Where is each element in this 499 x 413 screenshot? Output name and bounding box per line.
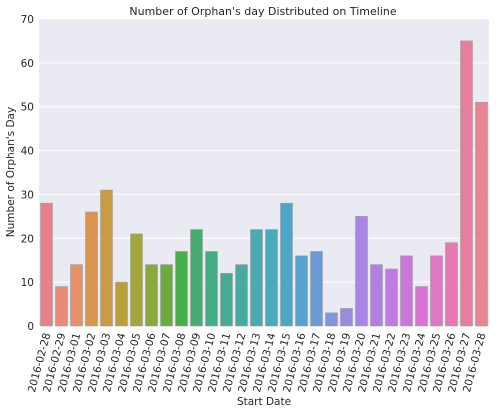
bar-2016-03-27 <box>460 40 473 327</box>
bar-2016-02-29 <box>55 286 68 327</box>
bar-2016-03-04 <box>115 281 128 327</box>
bar-2016-03-28 <box>475 102 488 327</box>
y-tick-label: 10 <box>21 277 34 289</box>
bar-2016-03-12 <box>235 264 248 327</box>
y-tick-label: 20 <box>21 233 34 245</box>
bar-2016-03-24 <box>415 286 428 327</box>
bar-2016-03-09 <box>190 229 203 327</box>
y-axis-label: Number of Orphan's Day <box>5 107 17 237</box>
y-tick-label: 30 <box>21 189 34 201</box>
y-tick-label: 50 <box>21 102 34 114</box>
bar-2016-03-02 <box>85 211 98 327</box>
chart-title: Number of Orphan's day Distributed on Ti… <box>129 5 396 18</box>
bar-2016-03-05 <box>130 233 143 327</box>
bar-2016-03-18 <box>325 312 338 327</box>
x-axis-label: Start Date <box>237 396 291 408</box>
bar-2016-02-28 <box>40 202 53 327</box>
bar-2016-03-03 <box>100 189 113 327</box>
bar-2016-03-10 <box>205 251 218 327</box>
bar-2016-03-22 <box>385 268 398 327</box>
bar-2016-03-19 <box>340 308 353 327</box>
bar-2016-03-17 <box>310 251 323 327</box>
bar-2016-03-26 <box>445 242 458 327</box>
y-tick-label: 70 <box>21 14 34 26</box>
bar-2016-03-15 <box>280 202 293 327</box>
y-tick-labels: 0 10 20 30 40 50 60 70 <box>21 14 34 333</box>
y-tick-label: 0 <box>27 321 34 333</box>
gridlines <box>39 18 489 327</box>
plot-area <box>39 19 489 326</box>
bar-2016-03-06 <box>145 264 158 327</box>
bar-2016-03-25 <box>430 255 443 327</box>
bar-2016-03-01 <box>70 264 83 327</box>
bar-2016-03-07 <box>160 264 173 327</box>
bar-2016-03-13 <box>250 229 263 327</box>
x-tick-labels: 2016-02-282016-02-292016-03-012016-03-02… <box>26 331 488 393</box>
y-tick-label: 60 <box>21 58 34 70</box>
bar-2016-03-14 <box>265 229 278 327</box>
bar-2016-03-08 <box>175 251 188 327</box>
y-tick-label: 40 <box>21 146 34 158</box>
bar-2016-03-20 <box>355 216 368 327</box>
bar-2016-03-21 <box>370 264 383 327</box>
bar-2016-03-23 <box>400 255 413 327</box>
bars <box>40 40 488 327</box>
bar-2016-03-11 <box>220 273 233 327</box>
bar-2016-03-16 <box>295 255 308 327</box>
